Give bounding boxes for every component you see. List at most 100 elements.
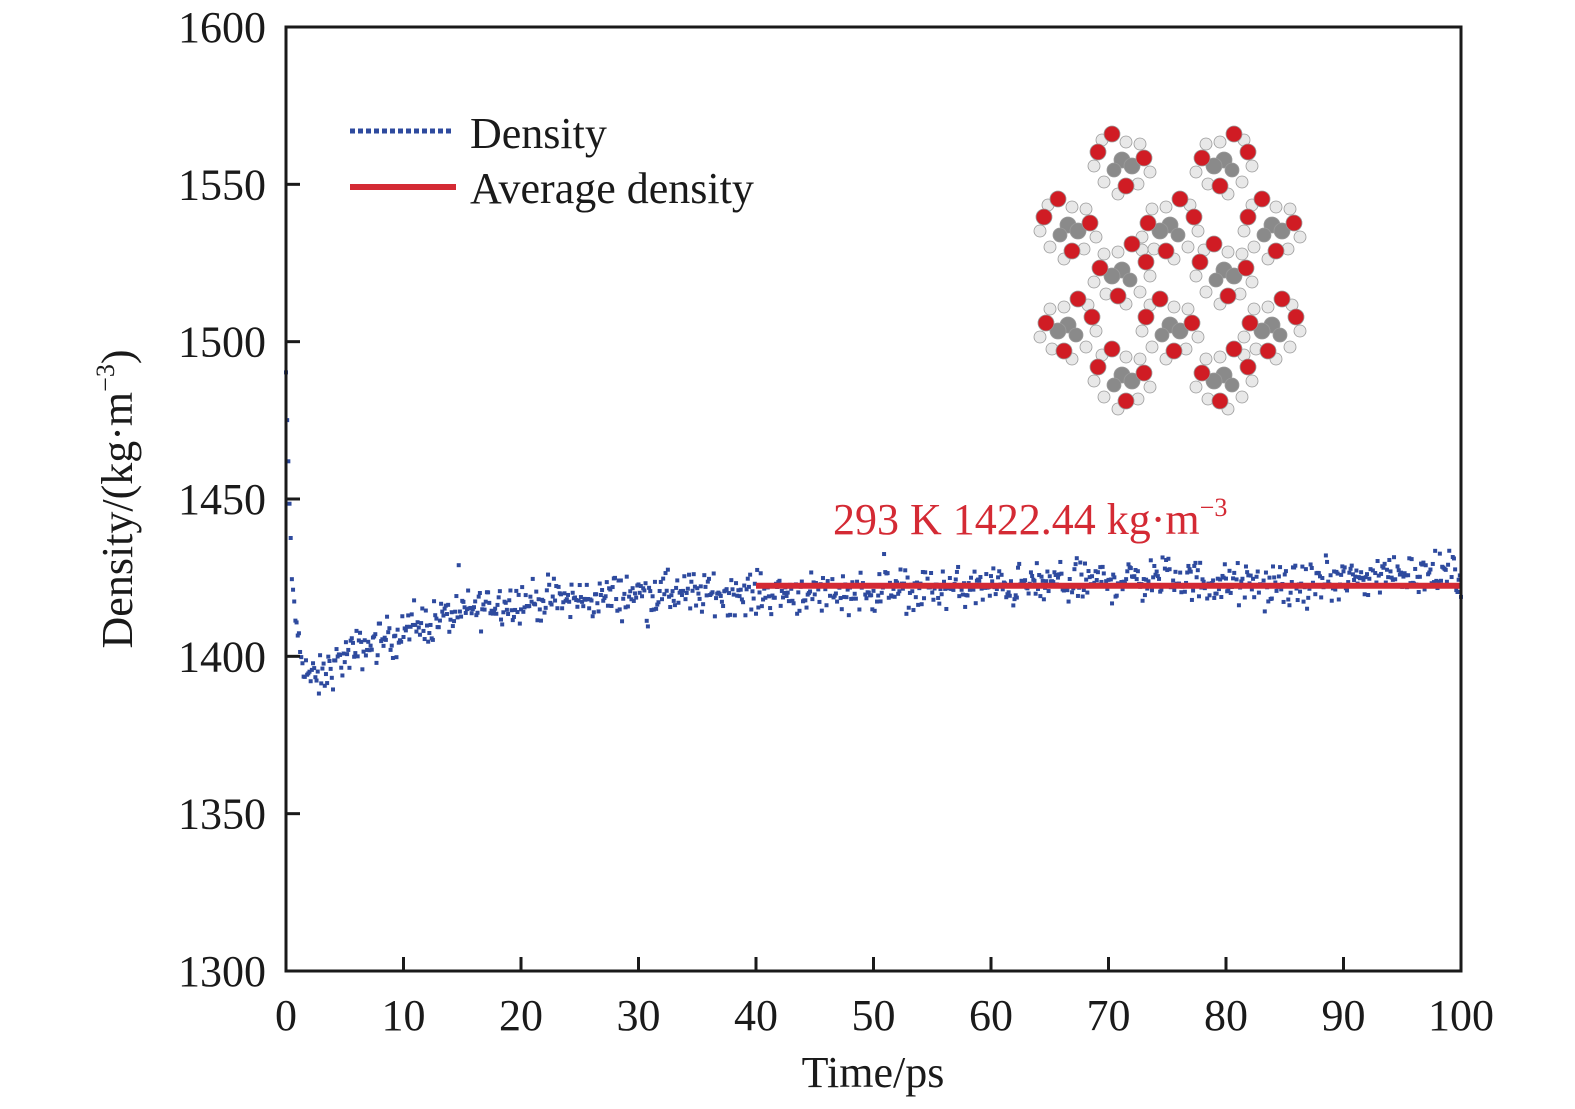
density-point: [1375, 559, 1380, 564]
density-point: [906, 605, 911, 610]
oxygen-atom: [1239, 358, 1257, 376]
density-point: [416, 625, 421, 630]
density-point: [1044, 579, 1049, 584]
density-point: [712, 614, 717, 619]
density-point: [1240, 576, 1245, 581]
density-point: [519, 607, 523, 612]
oxygen-atom: [1191, 253, 1209, 271]
density-point: [1407, 556, 1412, 561]
density-point: [1059, 571, 1064, 576]
oxygen-atom: [1239, 208, 1257, 226]
density-point: [443, 603, 448, 608]
density-point: [475, 610, 480, 615]
hydrogen-atom: [1135, 324, 1149, 338]
density-point: [997, 569, 1002, 574]
density-point: [334, 647, 339, 652]
oxygen-atom: [1287, 308, 1305, 326]
density-point: [991, 566, 996, 571]
density-point: [748, 572, 753, 577]
density-point: [1055, 575, 1060, 580]
x-tick-label: 30: [617, 991, 661, 1040]
density-point: [655, 602, 660, 607]
density-point: [930, 590, 935, 595]
density-point: [400, 614, 405, 619]
oxygen-atom: [1103, 340, 1121, 358]
density-point: [564, 597, 569, 602]
density-point: [703, 584, 708, 589]
density-point: [497, 589, 502, 594]
density-point: [1320, 576, 1325, 581]
density-point: [757, 590, 762, 595]
density-point: [319, 681, 324, 686]
density-point: [1309, 565, 1314, 570]
density-point: [556, 584, 561, 589]
hydrogen-atom: [1087, 275, 1101, 289]
density-point: [549, 602, 554, 607]
density-point: [452, 619, 457, 624]
density-point: [645, 624, 650, 629]
density-point: [309, 667, 314, 672]
density-point: [907, 590, 912, 595]
density-point: [399, 639, 404, 644]
density-point: [1251, 576, 1256, 581]
density-point: [1390, 577, 1395, 582]
hydrogen-atom: [1247, 240, 1261, 254]
density-point: [1434, 578, 1439, 583]
carbon-atom: [1205, 157, 1223, 175]
density-point: [383, 637, 388, 642]
density-point: [1034, 561, 1039, 566]
density-point: [1399, 570, 1404, 575]
density-point: [1319, 595, 1324, 600]
density-point: [754, 611, 758, 616]
oxygen-atom: [1239, 143, 1257, 161]
density-point: [657, 588, 662, 593]
density-point: [406, 613, 411, 618]
density-point: [755, 567, 760, 572]
density-point: [797, 608, 802, 613]
density-point: [812, 592, 817, 597]
density-point: [784, 593, 789, 598]
density-point: [823, 587, 828, 592]
density-point: [1105, 586, 1110, 591]
density-point: [378, 621, 382, 626]
density-point: [479, 629, 484, 634]
density-point: [769, 612, 774, 617]
density-point: [1276, 574, 1281, 579]
density-point: [1074, 556, 1079, 561]
density-point: [770, 593, 775, 598]
density-point: [721, 604, 726, 609]
density-point: [567, 599, 572, 604]
density-point: [303, 658, 308, 663]
density-point: [517, 621, 522, 626]
density-point: [1269, 596, 1274, 601]
density-point: [544, 588, 549, 593]
density-point: [1196, 594, 1201, 599]
x-tick-label: 100: [1428, 991, 1494, 1040]
density-point: [561, 600, 566, 605]
density-point: [1436, 579, 1441, 584]
density-point: [624, 574, 629, 579]
hydrogen-atom: [1199, 352, 1213, 366]
density-point: [729, 578, 734, 583]
hydrogen-atom: [1189, 165, 1203, 179]
density-point: [477, 591, 482, 596]
density-point: [1231, 576, 1236, 581]
density-point: [423, 608, 428, 613]
density-point: [1036, 586, 1040, 591]
molecule: [1135, 190, 1205, 266]
density-point: [530, 576, 535, 581]
density-point: [678, 589, 683, 594]
density-point: [1081, 587, 1086, 592]
density-point: [1357, 576, 1362, 581]
density-point: [625, 604, 630, 609]
density-point: [1376, 573, 1381, 578]
density-point: [1046, 589, 1051, 594]
oxygen-atom: [1089, 143, 1107, 161]
density-point: [613, 575, 617, 580]
density-point: [527, 604, 532, 609]
density-point: [1080, 594, 1085, 599]
density-point: [1254, 574, 1259, 579]
density-point: [728, 612, 733, 617]
density-point: [359, 639, 364, 644]
oxygen-atom: [1157, 242, 1175, 260]
